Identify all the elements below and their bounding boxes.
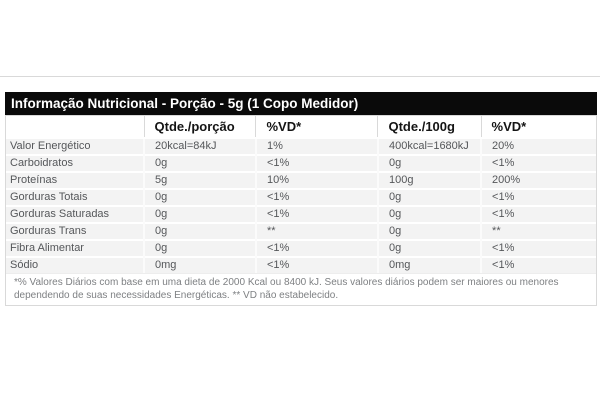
table-row: Gorduras Totais 0g <1% 0g <1% <box>6 188 596 206</box>
nutrient-label: Gorduras Trans <box>6 222 145 240</box>
nutrient-value: 400kcal=1680kJ <box>376 137 482 155</box>
nutrition-rows: Valor Energético 20kcal=84kJ 1% 400kcal=168… <box>6 137 596 273</box>
table-row: Proteínas 5g 10% 100g 200% <box>6 171 596 189</box>
column-header-vd-porcao: %VD* <box>255 116 378 139</box>
nutrient-value: <1% <box>254 154 378 172</box>
nutrient-value: 0g <box>143 205 256 223</box>
nutrient-label: Sódio <box>6 256 145 273</box>
column-header-vd-100g: %VD* <box>480 116 596 139</box>
nutrient-label: Fibra Alimentar <box>6 239 145 257</box>
nutrient-value: 1% <box>254 137 378 155</box>
nutrient-value: 0g <box>376 188 482 206</box>
nutrition-title-bar: Informação Nutricional - Porção - 5g (1 … <box>5 92 597 115</box>
nutrient-value: 0g <box>376 222 482 240</box>
table-row: Carboidratos 0g <1% 0g <1% <box>6 154 596 172</box>
nutrient-value: <1% <box>480 154 596 172</box>
table-row: Gorduras Trans 0g ** 0g ** <box>6 222 596 240</box>
nutrient-value: <1% <box>480 205 596 223</box>
nutrition-facts-table: Informação Nutricional - Porção - 5g (1 … <box>5 92 597 306</box>
nutrient-value: 0g <box>376 205 482 223</box>
nutrient-label: Proteínas <box>6 171 145 189</box>
table-row: Sódio 0mg <1% 0mg <1% <box>6 256 596 273</box>
nutrient-label: Gorduras Saturadas <box>6 205 145 223</box>
nutrient-value: 0g <box>143 222 256 240</box>
nutrient-value: 20% <box>480 137 596 155</box>
nutrient-value: 0g <box>143 239 256 257</box>
footnote: *% Valores Diários com base em uma dieta… <box>6 273 596 305</box>
nutrition-title: Informação Nutricional - Porção - 5g (1 … <box>11 96 359 111</box>
nutrient-value: 100g <box>376 171 482 189</box>
nutrient-value: 0g <box>143 154 256 172</box>
nutrient-value: <1% <box>480 256 596 273</box>
column-header-qtde-porcao: Qtde./porção <box>143 116 256 139</box>
nutrient-value: 200% <box>480 171 596 189</box>
column-header-nutrient <box>6 116 145 139</box>
nutrient-label: Gorduras Totais <box>6 188 145 206</box>
nutrient-value: <1% <box>480 239 596 257</box>
nutrient-value: <1% <box>254 239 378 257</box>
nutrient-label: Valor Energético <box>6 137 145 155</box>
nutrient-value: <1% <box>254 256 378 273</box>
nutrient-value: 0g <box>376 154 482 172</box>
nutrient-value: 10% <box>254 171 378 189</box>
column-header-row: Qtde./porção %VD* Qtde./100g %VD* <box>6 116 596 139</box>
nutrient-value: 5g <box>143 171 256 189</box>
table-row: Fibra Alimentar 0g <1% 0g <1% <box>6 239 596 257</box>
nutrient-value: <1% <box>254 205 378 223</box>
nutrient-value: 0g <box>376 239 482 257</box>
nutrient-value: 0mg <box>143 256 256 273</box>
nutrient-value: <1% <box>254 188 378 206</box>
nutrient-value: 20kcal=84kJ <box>143 137 256 155</box>
nutrient-label: Carboidratos <box>6 154 145 172</box>
section-divider <box>0 76 600 77</box>
column-header-qtde-100g: Qtde./100g <box>377 116 482 139</box>
nutrient-value: ** <box>254 222 378 240</box>
nutrient-value: <1% <box>480 188 596 206</box>
nutrition-table-body: Qtde./porção %VD* Qtde./100g %VD* Valor … <box>5 115 597 306</box>
nutrition-table: Qtde./porção %VD* Qtde./100g %VD* Valor … <box>6 116 596 273</box>
table-row: Gorduras Saturadas 0g <1% 0g <1% <box>6 205 596 223</box>
nutrient-value: ** <box>480 222 596 240</box>
nutrient-value: 0mg <box>376 256 482 273</box>
nutrient-value: 0g <box>143 188 256 206</box>
table-row: Valor Energético 20kcal=84kJ 1% 400kcal=168… <box>6 137 596 155</box>
